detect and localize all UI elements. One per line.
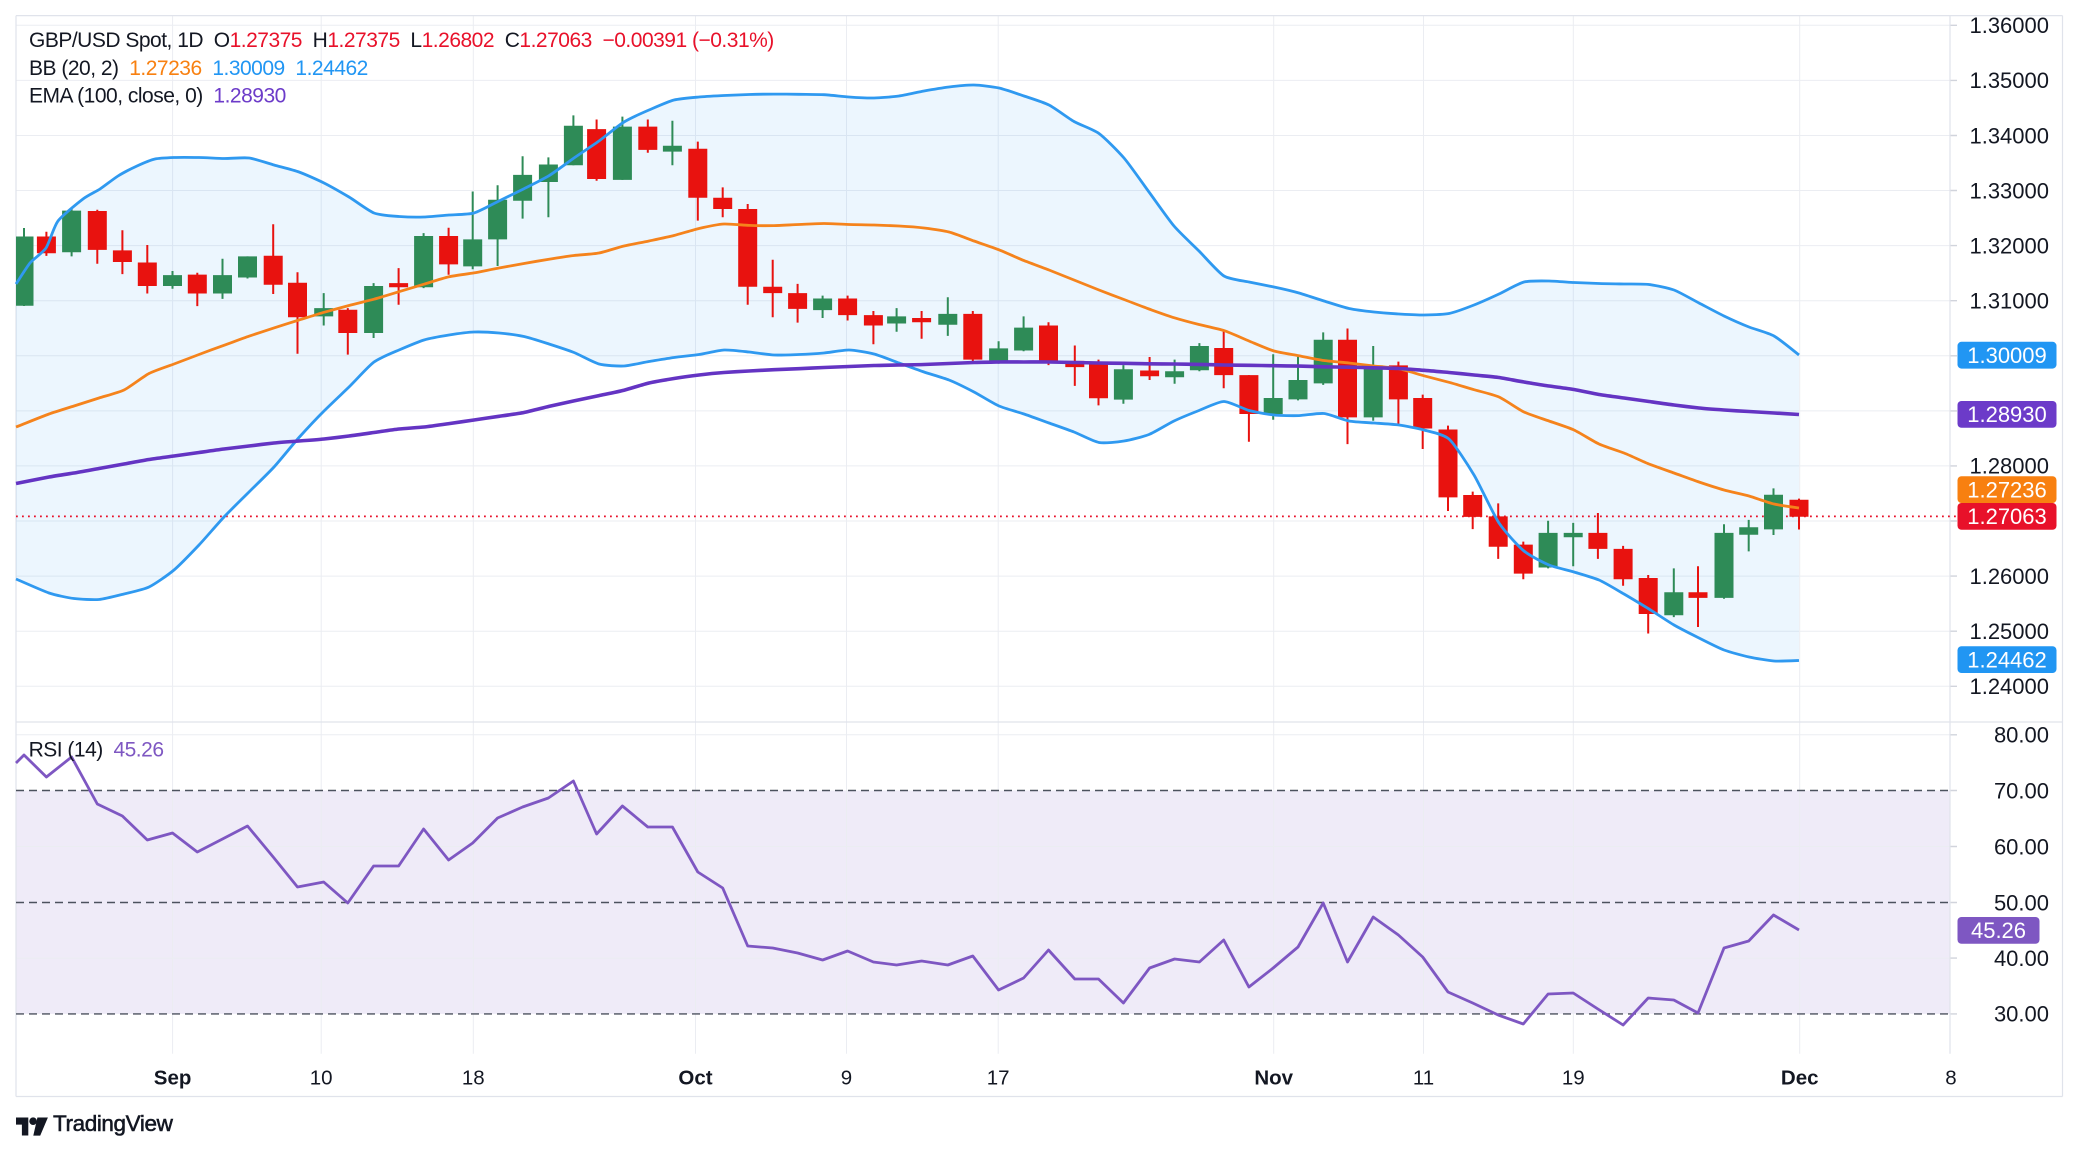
svg-text:1.31000: 1.31000 — [1969, 289, 2049, 314]
svg-text:1.27063: 1.27063 — [1967, 504, 2047, 529]
svg-text:18: 18 — [462, 1067, 485, 1090]
svg-text:40.00: 40.00 — [1994, 946, 2049, 971]
svg-text:Nov: Nov — [1254, 1067, 1293, 1090]
svg-text:17: 17 — [987, 1067, 1010, 1090]
svg-text:80.00: 80.00 — [1994, 723, 2049, 748]
svg-text:GBP/USD Spot, 1D O1.27375 H1: GBP/USD Spot, 1D O1.27375 H1.27375 L1.26… — [29, 29, 774, 52]
svg-text:1.36000: 1.36000 — [1969, 13, 2049, 38]
svg-text:EMA (100, close, 0) 1.28930: EMA (100, close, 0) 1.28930 — [29, 84, 286, 107]
svg-text:50.00: 50.00 — [1994, 890, 2049, 915]
svg-text:9: 9 — [841, 1067, 852, 1090]
svg-text:30.00: 30.00 — [1994, 1002, 2049, 1027]
svg-text:1.30009: 1.30009 — [1967, 343, 2047, 368]
svg-text:1.33000: 1.33000 — [1969, 178, 2049, 203]
svg-text:RSI (14) 45.26: RSI (14) 45.26 — [29, 739, 164, 762]
svg-text:1.24000: 1.24000 — [1969, 674, 2049, 699]
svg-text:1.32000: 1.32000 — [1969, 233, 2049, 258]
svg-text:1.28000: 1.28000 — [1969, 454, 2049, 479]
svg-text:1.26000: 1.26000 — [1969, 564, 2049, 589]
svg-text:11: 11 — [1413, 1067, 1434, 1090]
svg-text:Dec: Dec — [1781, 1067, 1819, 1090]
svg-text:Sep: Sep — [154, 1067, 192, 1090]
svg-text:60.00: 60.00 — [1994, 834, 2049, 859]
svg-text:45.26: 45.26 — [1971, 918, 2026, 943]
svg-text:70.00: 70.00 — [1994, 778, 2049, 803]
svg-text:BB (20, 2) 1.27236 1.30009: BB (20, 2) 1.27236 1.30009 1.24462 — [29, 57, 368, 80]
svg-text:19: 19 — [1562, 1067, 1585, 1090]
svg-text:1.28930: 1.28930 — [1967, 402, 2047, 427]
svg-text:1.24462: 1.24462 — [1967, 647, 2047, 672]
svg-text:1.25000: 1.25000 — [1969, 619, 2049, 644]
svg-text:1.27236: 1.27236 — [1967, 477, 2047, 502]
svg-text:1.35000: 1.35000 — [1969, 68, 2049, 93]
svg-text:Oct: Oct — [678, 1067, 712, 1090]
svg-text:TradingView: TradingView — [53, 1111, 174, 1136]
svg-text:8: 8 — [1945, 1067, 1956, 1090]
svg-text:10: 10 — [310, 1067, 333, 1090]
svg-text:1.34000: 1.34000 — [1969, 123, 2049, 148]
